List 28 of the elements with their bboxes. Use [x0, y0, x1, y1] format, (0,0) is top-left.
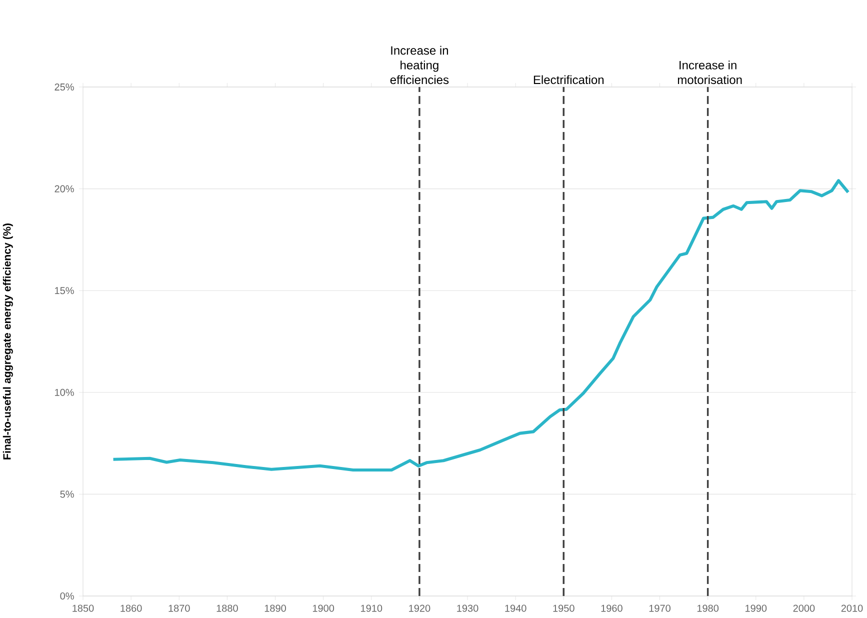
x-tick-label: 2010: [841, 604, 863, 612]
x-tick-label: 1940: [505, 604, 526, 612]
y-tick-label: 0%: [60, 592, 74, 600]
x-tick-label: 2000: [793, 604, 815, 612]
ref-line-label: Increase in heating efficiencies: [390, 46, 449, 84]
y-tick-label: 5%: [60, 490, 74, 498]
x-tick-label: 1950: [553, 604, 574, 612]
x-tick-label: 1990: [746, 604, 767, 612]
x-tick-label: 1960: [601, 604, 622, 612]
x-tick-label: 1920: [409, 604, 430, 612]
y-tick-label: 20%: [54, 185, 74, 192]
x-tick-label: 1970: [649, 604, 670, 612]
y-axis-title: Final-to-useful aggregate energy efficiency (%): [2, 224, 13, 460]
line-series: [112, 179, 850, 472]
ref-line-label: Increase in motorisation: [678, 60, 742, 84]
ref-line-label: Electrification: [534, 75, 604, 84]
y-tick-label: 25%: [54, 83, 74, 91]
x-tick-label: 1930: [457, 604, 478, 612]
x-tick-label: 1850: [72, 604, 94, 612]
x-tick-label: 1980: [697, 604, 719, 612]
y-tick-label: 15%: [55, 287, 74, 294]
y-tick-label: 10%: [55, 388, 74, 396]
x-tick-label: 1880: [216, 604, 238, 612]
x-tick-label: 1910: [361, 604, 382, 612]
x-tick-label: 1870: [168, 604, 190, 612]
x-tick-label: 1900: [312, 604, 334, 612]
x-tick-label: 1860: [120, 604, 142, 612]
x-tick-label: 1890: [264, 604, 286, 612]
